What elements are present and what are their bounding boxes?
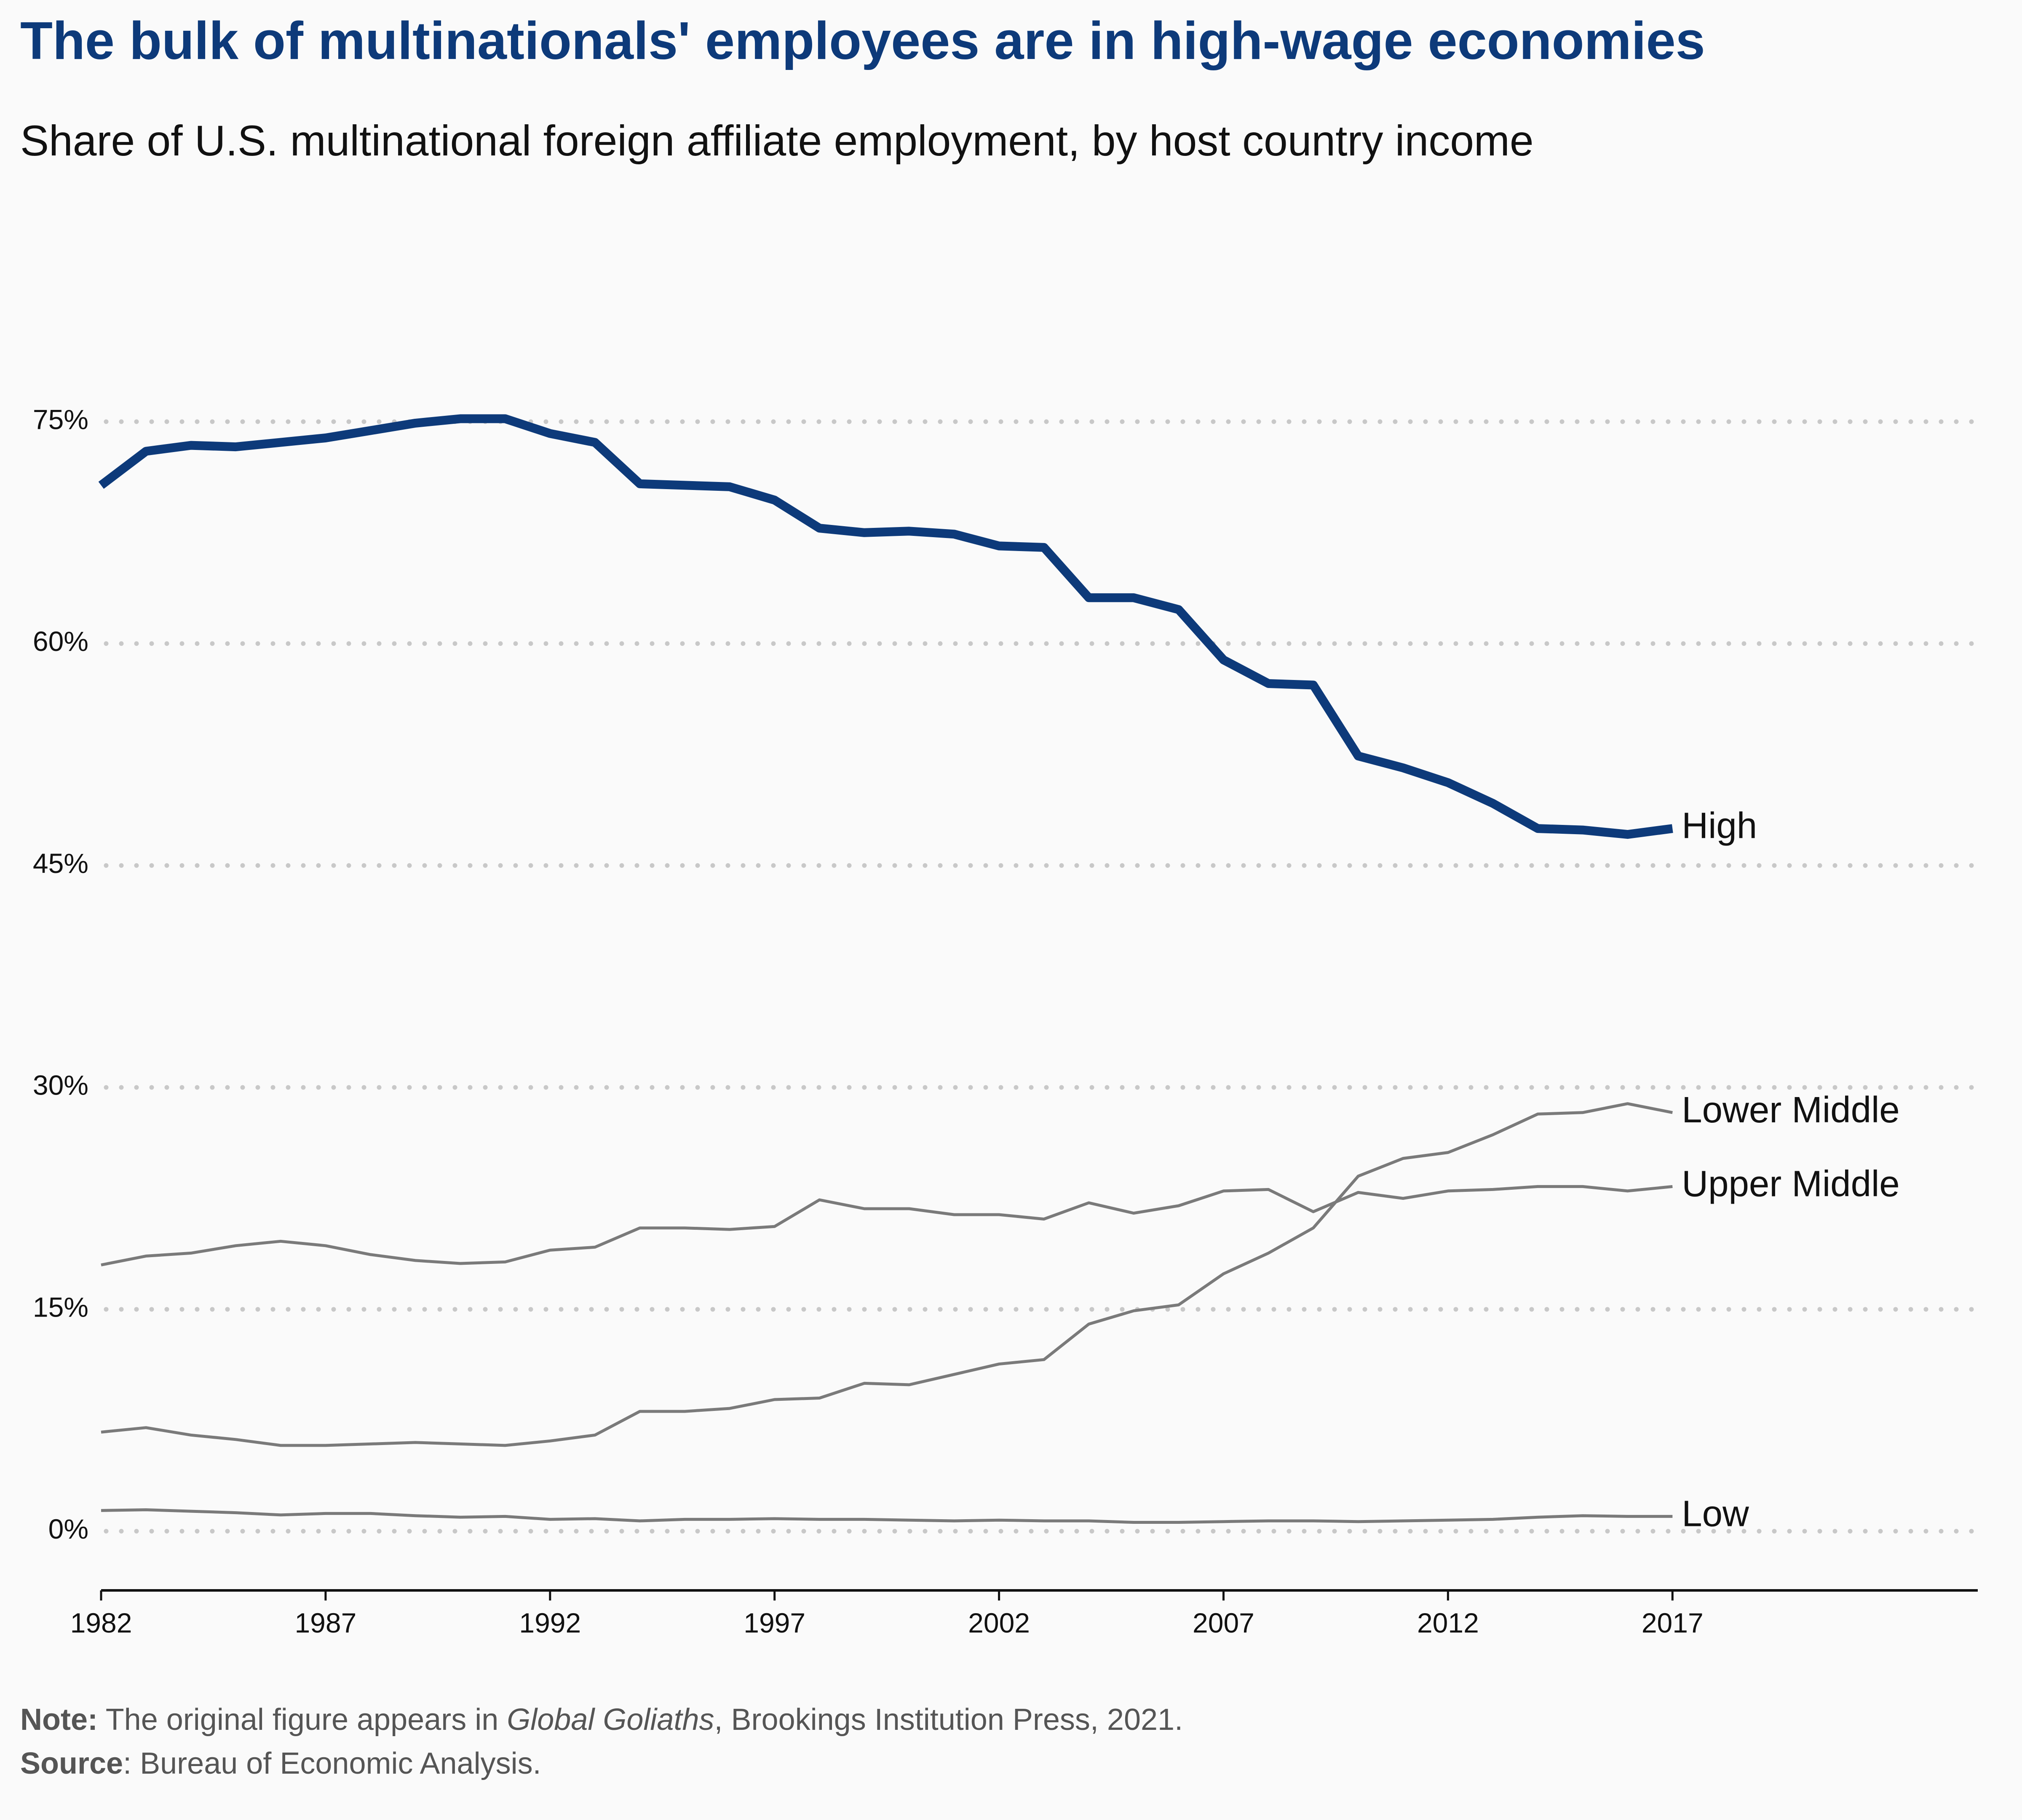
y-tick-label: 45% — [33, 848, 88, 879]
axes: 0% 15% 30% 45% 60% 75% 1982 1987 1992 1997 2002 200… — [33, 404, 1978, 1638]
note-line: Note: The original figure appears in Glo… — [20, 1698, 1183, 1742]
series-line-upper-middle — [101, 1185, 1673, 1266]
x-tick-label: 2017 — [1642, 1607, 1704, 1638]
series-label-lower-middle: Lower Middle — [1682, 1089, 1899, 1130]
x-tick-label: 2012 — [1417, 1607, 1479, 1638]
x-tick-label: 1992 — [519, 1607, 581, 1638]
x-tick-label: 2002 — [968, 1607, 1030, 1638]
note-text-before: The original figure appears in — [97, 1703, 507, 1737]
note-text-after: , Brookings Institution Press, 2021. — [714, 1703, 1183, 1737]
x-tick-label: 1997 — [744, 1607, 805, 1638]
series-labels: Lower Middle Upper Middle Low High — [1682, 806, 1899, 1534]
note-label: Note: — [20, 1703, 98, 1737]
series-label-upper-middle: Upper Middle — [1682, 1163, 1899, 1204]
y-tick-label: 15% — [33, 1291, 88, 1322]
footnotes: Note: The original figure appears in Glo… — [20, 1698, 1183, 1786]
y-tick-label: 75% — [33, 404, 88, 435]
gridlines — [104, 419, 1980, 1534]
series-label-low: Low — [1682, 1493, 1749, 1534]
series-line-low — [101, 1508, 1673, 1524]
series-label-high: High — [1682, 806, 1757, 846]
x-tick-label: 1987 — [294, 1607, 356, 1638]
source-line: Source: Bureau of Economic Analysis. — [20, 1742, 1183, 1785]
y-tick-label: 60% — [33, 626, 88, 657]
series-line-high — [98, 414, 1673, 839]
source-label: Source — [20, 1747, 123, 1781]
y-tick-label: 0% — [48, 1513, 88, 1544]
chart-subtitle: Share of U.S. multinational foreign affi… — [20, 117, 1534, 165]
x-tick-label: 1982 — [70, 1607, 132, 1638]
x-tick-label: 2007 — [1193, 1607, 1254, 1638]
chart-title: The bulk of multinationals' employees ar… — [20, 11, 1705, 70]
series-line-lower-middle — [101, 1102, 1673, 1447]
y-tick-label: 30% — [33, 1070, 88, 1101]
source-text: : Bureau of Economic Analysis. — [123, 1747, 541, 1781]
note-book-title: Global Goliaths — [507, 1703, 714, 1737]
series-lines — [98, 414, 1673, 1524]
